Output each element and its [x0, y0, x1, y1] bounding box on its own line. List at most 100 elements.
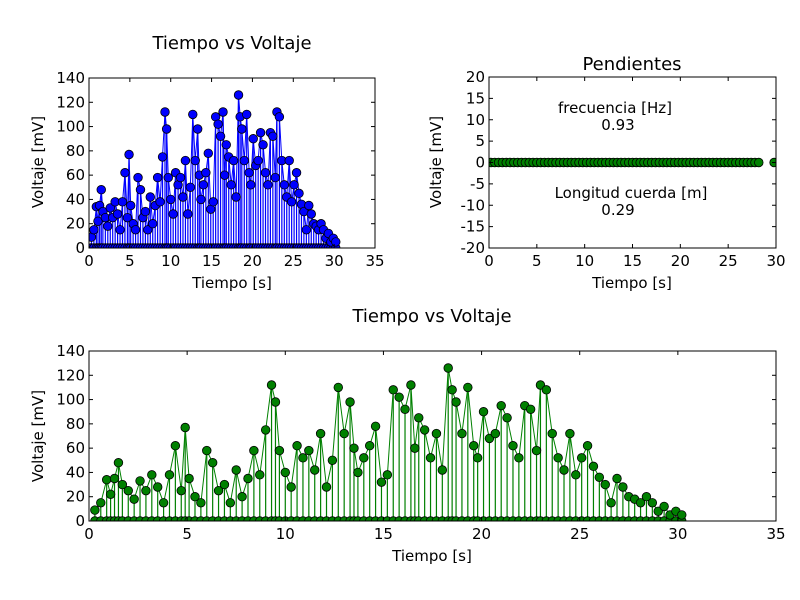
- data-point: [600, 479, 610, 490]
- data-point: [588, 461, 599, 472]
- data-point: [117, 197, 128, 207]
- chart-top-right: Pendientes Tiempo [s] Voltaje [mV] frecu…: [427, 54, 786, 292]
- data-point: [155, 197, 165, 207]
- data-point: [514, 453, 524, 463]
- data-point: [641, 492, 652, 502]
- data-point: [202, 445, 212, 456]
- data-point: [255, 127, 266, 138]
- data-point: [248, 134, 258, 144]
- x-tick-label: 20: [472, 525, 491, 543]
- data-point: [359, 453, 369, 463]
- data-point: [469, 441, 479, 451]
- data-point: [260, 425, 271, 435]
- y-tick-label: 20: [66, 488, 85, 506]
- plot-data: [489, 157, 776, 168]
- data-point: [525, 404, 536, 414]
- data-point: [612, 473, 622, 484]
- data-point: [260, 168, 271, 178]
- y-tick-label: 100: [56, 391, 85, 409]
- chart-title: Tiempo vs Voltaje: [351, 306, 511, 327]
- y-tick-label: 40: [66, 190, 85, 208]
- data-point: [140, 206, 151, 217]
- axes-frame: [88, 77, 376, 249]
- data-point: [754, 157, 764, 168]
- data-point: [618, 482, 628, 492]
- y-tick-label: 80: [66, 415, 85, 433]
- data-point: [339, 428, 349, 439]
- data-point: [233, 90, 244, 100]
- y-tick-label: -20: [461, 239, 486, 257]
- data-point: [115, 225, 125, 235]
- y-tick-label: 60: [66, 166, 85, 184]
- data-point: [292, 441, 302, 451]
- plot-data: [90, 363, 687, 521]
- x-axis-label: Tiempo [s]: [391, 547, 472, 565]
- data-point: [178, 192, 188, 202]
- data-point: [659, 501, 669, 512]
- data-point: [541, 385, 552, 395]
- data-point: [219, 479, 230, 490]
- data-point: [213, 485, 224, 496]
- y-tick-label: -15: [461, 218, 486, 236]
- data-point: [594, 472, 605, 482]
- y-tick-label: 140: [56, 69, 85, 87]
- x-tick-label: 0: [484, 252, 494, 270]
- x-tick-label: 20: [243, 252, 262, 270]
- data-point: [226, 180, 236, 190]
- x-axis-label: Tiempo [s]: [591, 274, 672, 292]
- plot-area: 0 5 10 15 20 25 30 35 0 20 40 60 80 100 120 140: [56, 342, 785, 543]
- data-point: [141, 485, 151, 496]
- data-point: [559, 465, 569, 475]
- data-point: [152, 172, 163, 183]
- data-point: [635, 498, 646, 508]
- data-point: [565, 428, 575, 439]
- data-point: [157, 152, 168, 162]
- data-point: [321, 482, 332, 492]
- data-point: [213, 119, 223, 129]
- data-point: [180, 422, 190, 433]
- y-tick-label: 120: [56, 93, 85, 111]
- data-point: [306, 209, 316, 219]
- x-tick-label: 35: [766, 525, 785, 543]
- y-tick-label: 10: [466, 111, 485, 129]
- data-point: [294, 188, 304, 199]
- x-tick-label: 0: [84, 252, 94, 270]
- y-tick-label: -10: [461, 196, 486, 214]
- data-point: [382, 470, 393, 480]
- data-point: [93, 216, 103, 226]
- data-point: [117, 479, 128, 490]
- chart-bottom: Tiempo vs Voltaje Tiempo [s] Voltaje [mV…: [29, 306, 786, 565]
- data-point: [228, 155, 239, 166]
- data-point: [207, 458, 218, 468]
- x-tick-label: 10: [575, 252, 594, 270]
- data-point: [274, 445, 285, 456]
- data-point: [122, 212, 133, 223]
- data-point: [410, 443, 420, 453]
- data-point: [188, 109, 198, 120]
- x-tick-label: 10: [276, 525, 295, 543]
- data-point: [376, 477, 387, 487]
- data-point: [113, 458, 124, 468]
- x-tick-label: 30: [668, 525, 687, 543]
- data-point: [291, 168, 302, 178]
- y-tick-label: 15: [466, 89, 485, 107]
- data-point: [496, 400, 506, 411]
- y-axis-label: Voltaje [mV]: [29, 390, 47, 482]
- data-point: [463, 382, 473, 393]
- data-point: [176, 485, 186, 496]
- data-point: [364, 441, 375, 451]
- data-point: [447, 385, 457, 395]
- data-point: [502, 413, 512, 423]
- data-point: [279, 180, 289, 190]
- data-point: [133, 172, 143, 183]
- data-point: [203, 148, 214, 158]
- x-tick-label: 25: [570, 525, 589, 543]
- data-point: [268, 131, 278, 141]
- data-point: [175, 172, 186, 183]
- data-point: [677, 510, 687, 520]
- data-point: [249, 445, 259, 456]
- data-point: [225, 498, 236, 508]
- data-point: [148, 219, 158, 229]
- x-axis-label: Tiempo [s]: [191, 274, 272, 292]
- data-point: [451, 397, 461, 407]
